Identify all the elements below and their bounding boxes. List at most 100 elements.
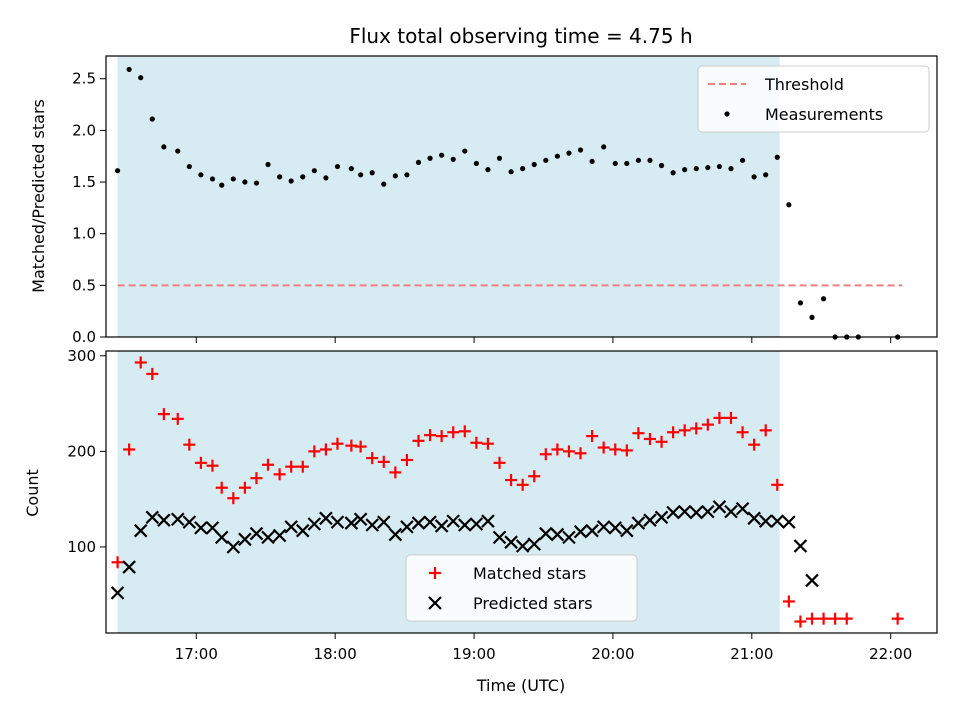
measurement-point [647, 157, 653, 163]
matched-stars-point [262, 458, 275, 471]
matched-stars-point [227, 492, 240, 505]
matched-stars-point [736, 426, 749, 439]
matched-stars-point [435, 430, 448, 443]
predicted-stars-point [643, 513, 657, 527]
legend-matched-label: Matched stars [473, 564, 586, 583]
matched-stars-point [171, 412, 184, 425]
y-tick-label: 2.5 [72, 70, 96, 88]
measurement-point [462, 148, 468, 154]
matched-stars-point [354, 440, 367, 453]
matched-stars-point [586, 430, 599, 443]
measurement-point [624, 160, 630, 167]
measurement-point [149, 116, 155, 122]
predicted-stars-point [411, 516, 426, 530]
measurement-point [175, 148, 181, 154]
predicted-stars-point [585, 523, 599, 538]
measurement-point [739, 157, 746, 163]
matched-stars-point [194, 456, 207, 469]
measurement-point [554, 153, 560, 159]
matched-stars-point [134, 356, 147, 369]
predicted-stars-point [608, 521, 623, 535]
measurement-point [265, 161, 271, 168]
legend-predicted-label: Predicted stars [473, 594, 593, 613]
predicted-stars-point [562, 530, 576, 545]
measurement-point [323, 175, 329, 181]
matched-stars-point [632, 427, 645, 440]
predicted-stars-point [469, 517, 484, 531]
matched-stars-point [183, 438, 196, 451]
measurement-point [485, 167, 491, 173]
measurement-point [543, 157, 549, 163]
bottom-y-axis-label: Count [23, 469, 42, 517]
predicted-stars-point [747, 511, 761, 526]
y-tick-label: 200 [67, 442, 96, 460]
matched-stars-point [319, 443, 332, 456]
predicted-stars-point [735, 501, 750, 516]
matched-stars-point [123, 443, 136, 456]
predicted-stars-point [284, 520, 298, 534]
x-axis-label: Time (UTC) [476, 676, 565, 695]
predicted-stars-point [446, 514, 460, 528]
measurement-point [682, 167, 688, 173]
predicted-stars-point [330, 515, 345, 529]
measurement-point [520, 166, 526, 172]
matched-stars-point [493, 456, 506, 469]
matched-stars-point [840, 612, 853, 625]
matched-stars-point [574, 447, 587, 460]
measurement-point [404, 172, 410, 178]
bottom-panel: 100 200 300 17:00 18:00 19:00 20:00 21:00 22:00… [23, 347, 938, 695]
predicted-stars-point [319, 511, 333, 526]
x-tick-label: 19:00 [452, 645, 495, 663]
matched-stars-point [296, 460, 309, 473]
matched-stars-point [146, 367, 159, 380]
predicted-stars-point [295, 523, 310, 538]
measurement-point [186, 163, 192, 170]
matched-stars-point [111, 556, 124, 569]
matched-stars-point [667, 426, 680, 439]
matched-stars-point [238, 481, 251, 494]
predicted-stars-point [492, 530, 507, 545]
predicted-stars-point [770, 514, 785, 528]
measurement-point [311, 168, 317, 174]
predicted-stars-point [194, 521, 208, 535]
predicted-stars-point [677, 504, 692, 519]
y-tick-label: 0.5 [72, 276, 96, 294]
predicted-stars-point [515, 539, 530, 553]
measurement-point [670, 170, 676, 176]
measurement-point [198, 172, 204, 178]
measurement-point [705, 164, 711, 171]
matched-stars-point [597, 441, 610, 454]
matched-stars-point [331, 437, 344, 450]
y-tick-label: 100 [67, 538, 96, 556]
matched-stars-point [748, 438, 761, 451]
predicted-stars-point [157, 513, 171, 527]
measurement-point [635, 157, 641, 163]
predicted-stars-point [170, 512, 185, 527]
measurement-point [589, 158, 595, 164]
y-tick-label: 2.0 [72, 121, 96, 139]
matched-stars-point [516, 478, 529, 491]
predicted-stars-point [596, 520, 611, 534]
predicted-stars-point [504, 535, 518, 549]
matched-stars-point [447, 426, 460, 439]
predicted-stars-point [249, 526, 264, 541]
predicted-stars-point [145, 510, 160, 525]
measurement-point [577, 147, 584, 153]
matched-stars-point [794, 615, 807, 628]
measurement-point [415, 159, 422, 166]
predicted-stars-point [631, 516, 646, 530]
series-1 [110, 500, 819, 600]
legend-threshold-label: Threshold [764, 75, 844, 94]
matched-stars-point [713, 411, 726, 424]
matched-stars-point [620, 444, 633, 457]
matched-stars-point [389, 466, 402, 479]
predicted-stars-point [701, 504, 715, 519]
x-tick-label: 22:00 [869, 645, 912, 663]
matched-stars-point [458, 425, 471, 438]
measurement-point [728, 166, 734, 172]
x-tick-label: 21:00 [730, 645, 773, 663]
predicted-stars-point [376, 515, 391, 529]
matched-stars-point [551, 443, 564, 456]
top-legend: Threshold Measurements [697, 65, 930, 133]
